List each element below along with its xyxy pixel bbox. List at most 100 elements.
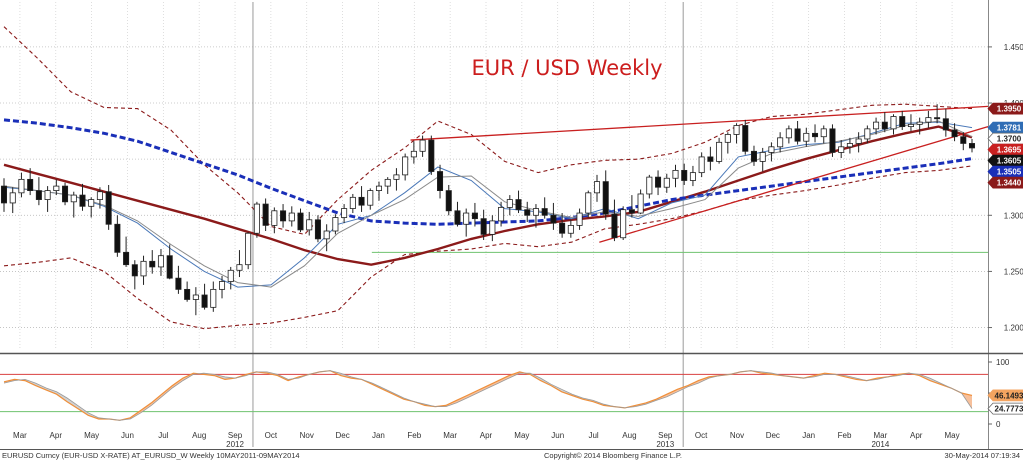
candle-body xyxy=(314,219,321,240)
candle-body xyxy=(620,209,627,239)
price-tag: 1.3950 xyxy=(987,102,1023,115)
candle-body xyxy=(585,192,592,214)
month-tick-label: Aug xyxy=(192,431,206,440)
bollinger-bands xyxy=(3,26,973,330)
osc-value-tag-label: 24.7773 xyxy=(995,405,1023,414)
candle-body xyxy=(53,185,60,191)
candle-body xyxy=(437,171,444,191)
price-tag: 1.3440 xyxy=(987,176,1023,189)
month-tick-label: Mar xyxy=(13,431,27,440)
candle-body xyxy=(297,212,304,231)
candle-body xyxy=(358,196,365,206)
candle-body xyxy=(175,277,182,290)
candle-body xyxy=(323,230,330,240)
candle-body xyxy=(367,190,374,206)
osc-value-tag-label: 46.1493 xyxy=(995,391,1023,400)
ma-dark-red xyxy=(3,125,973,266)
osc-fast-line xyxy=(3,370,973,421)
candle-body xyxy=(140,260,147,277)
candle-body xyxy=(559,222,566,234)
candle-body xyxy=(524,209,531,216)
candle-body xyxy=(332,217,339,232)
month-tick-label: Jan xyxy=(802,431,815,440)
candle-body xyxy=(18,178,25,194)
candle-body xyxy=(672,169,679,179)
candle-body xyxy=(463,212,470,225)
candle-body xyxy=(105,191,112,225)
candle-body xyxy=(245,232,252,266)
bollinger-upper xyxy=(3,26,973,236)
trendlines xyxy=(410,105,989,243)
price-tag-label: 1.3695 xyxy=(997,146,1022,155)
price-tag-label: 1.3605 xyxy=(997,157,1022,166)
candle-body xyxy=(219,281,226,290)
candle-body xyxy=(236,264,243,271)
month-tick-label: Nov xyxy=(300,431,314,440)
candle-body xyxy=(166,255,173,279)
candle-body xyxy=(733,125,740,135)
candle-body xyxy=(663,177,670,188)
candle-body xyxy=(960,136,967,144)
price-tag-label: 1.3505 xyxy=(997,168,1022,177)
month-tick-label: Jun xyxy=(121,431,134,440)
candle-body xyxy=(646,176,653,195)
month-tick-label: Apr xyxy=(50,431,63,440)
candle-body xyxy=(655,176,662,188)
month-tick-label: Apr xyxy=(480,431,493,440)
candle-body xyxy=(951,129,958,138)
candle-body xyxy=(62,185,69,203)
price-tag: 1.3695 xyxy=(987,143,1023,156)
candle-body xyxy=(576,212,583,226)
footer-center: Copyright© 2014 Bloomberg Finance L.P. xyxy=(544,451,682,460)
osc-fill-segment xyxy=(67,397,78,409)
price-tag: 1.3700 xyxy=(987,132,1023,145)
candle-body xyxy=(968,143,976,149)
price-tick-label: 1.4500 xyxy=(1004,43,1023,52)
candle-body xyxy=(349,196,356,209)
month-tick-label: Jul xyxy=(588,431,598,440)
candle-body xyxy=(192,294,199,300)
ma-thin-blue xyxy=(3,121,973,288)
month-tick-label: Mar xyxy=(873,431,887,440)
candle-body xyxy=(123,251,130,266)
osc-fill-segment xyxy=(77,405,89,416)
candle-body xyxy=(375,185,383,191)
candle-body xyxy=(515,199,522,211)
candle-body xyxy=(157,255,164,268)
footer-right: 30-May-2014 07:19:34 xyxy=(945,451,1020,460)
candle-body xyxy=(393,174,400,180)
year-tick-label: 2012 xyxy=(226,440,244,449)
month-tick-label: Nov xyxy=(730,431,744,440)
candle-body xyxy=(454,210,461,225)
year-tick-label: 2014 xyxy=(871,440,889,449)
candle-body xyxy=(777,137,784,148)
osc-tick-label: 0 xyxy=(996,420,1001,429)
month-tick-label: Sep xyxy=(228,431,243,440)
candle-body xyxy=(306,219,313,231)
candle-body xyxy=(489,220,496,235)
candle-body xyxy=(890,116,897,130)
candle-body xyxy=(280,210,287,222)
candle-body xyxy=(602,181,609,215)
candle-body xyxy=(628,209,635,214)
time-axis: Mar Apr May Jun Jul Aug Sep Oct Nov Dec Jan Feb Mar A… xyxy=(13,431,960,449)
candle-body xyxy=(593,181,601,194)
candle-body xyxy=(689,172,696,181)
month-tick-label: Feb xyxy=(838,431,852,440)
month-tick-label: Dec xyxy=(335,431,349,440)
candle-body xyxy=(698,156,705,174)
candle-body xyxy=(9,192,16,204)
month-tick-label: Aug xyxy=(622,431,636,440)
osc-tick-label: 100 xyxy=(996,358,1010,367)
candle-body xyxy=(916,121,923,125)
price-tag: 1.3781 xyxy=(987,121,1023,134)
candle-body xyxy=(262,203,269,226)
candle-body xyxy=(820,128,827,138)
month-tick-label: Feb xyxy=(407,431,421,440)
candle-body xyxy=(846,143,853,148)
candle-body xyxy=(794,128,801,142)
candle-body xyxy=(149,260,156,268)
candle-body xyxy=(742,125,749,152)
